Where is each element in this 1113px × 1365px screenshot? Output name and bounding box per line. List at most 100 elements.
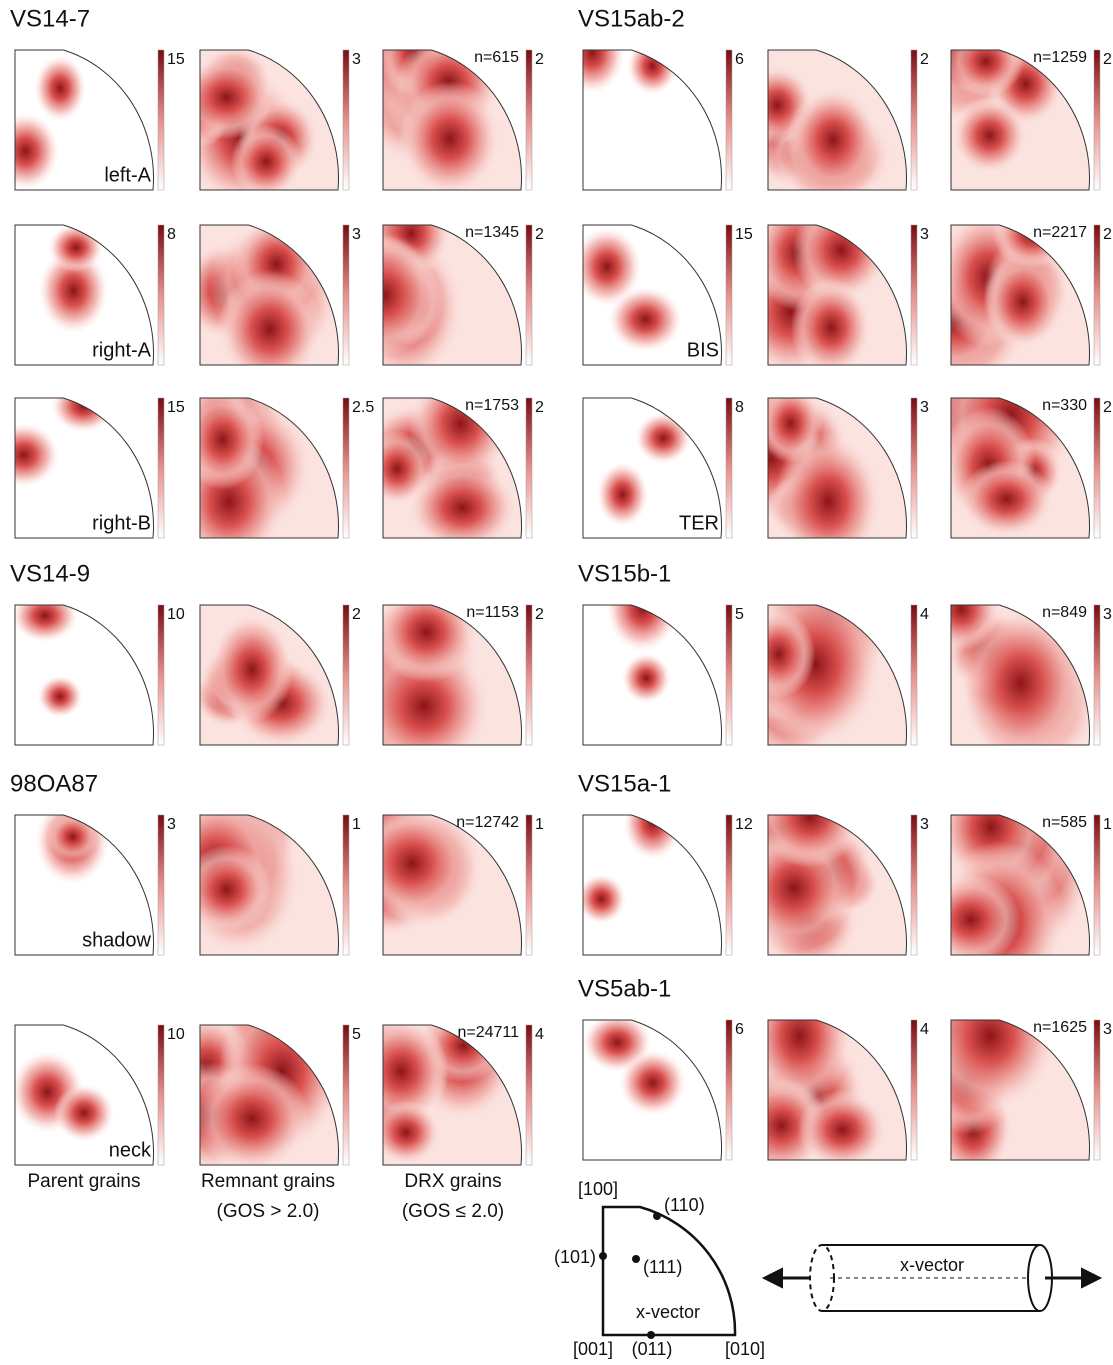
contour-blob bbox=[951, 50, 1024, 98]
contour-blob bbox=[383, 1099, 441, 1165]
pole-figure-outline bbox=[382, 604, 522, 746]
plot-row: 3 1 1 shadow n=12742 bbox=[14, 814, 544, 956]
key-label: (110) bbox=[664, 1195, 705, 1215]
colorbar-max: 2 bbox=[535, 399, 544, 416]
ipf-key: [100] (110) (101) (111) x-vector [001] (… bbox=[554, 1179, 765, 1359]
colorbar-max: 2 bbox=[920, 51, 929, 68]
colorbar bbox=[725, 49, 733, 191]
contour-blob bbox=[786, 86, 880, 190]
contour-blob bbox=[583, 50, 625, 94]
contour-blob bbox=[15, 112, 59, 190]
contour-blob bbox=[15, 605, 79, 643]
colorbar-max: 3 bbox=[1103, 1021, 1112, 1038]
n-label: n=24711 bbox=[457, 1024, 519, 1041]
colorbar bbox=[342, 814, 350, 956]
colorbar bbox=[525, 49, 533, 191]
colorbar bbox=[725, 224, 733, 366]
arrow-head bbox=[1081, 1267, 1103, 1289]
key-label: x-vector bbox=[636, 1302, 700, 1322]
colorbar-max: 1 bbox=[352, 816, 361, 833]
colorbar bbox=[1093, 814, 1101, 956]
pole-figure bbox=[951, 815, 1090, 955]
row-label: TER bbox=[679, 512, 719, 534]
contour-blob bbox=[200, 845, 272, 934]
colorbar-max: 2 bbox=[535, 51, 544, 68]
contour-blob bbox=[635, 412, 691, 464]
pole-figure-outline bbox=[767, 814, 907, 956]
colorbar-max: 4 bbox=[535, 1026, 544, 1043]
colorbar-max: 2.5 bbox=[352, 399, 374, 416]
pole-figure bbox=[768, 398, 906, 538]
colorbar-max: 10 bbox=[167, 1026, 185, 1043]
contour-blob bbox=[792, 225, 890, 302]
n-label: n=1753 bbox=[465, 397, 519, 414]
pole-figure bbox=[383, 225, 521, 365]
colorbar bbox=[725, 814, 733, 956]
plot-row: 6 2 2 n=1259 bbox=[582, 49, 1112, 191]
plot-row: 12 3 1 n=585 bbox=[582, 814, 1112, 956]
colorbar bbox=[157, 1024, 165, 1166]
contour-blob bbox=[958, 606, 1083, 745]
panel: 98OA87 3 1 1 shadow n=12742 10 5 4 neck n=24711 bbox=[10, 770, 544, 1166]
plot-row: 15 3 2 BIS n=2217 bbox=[582, 224, 1112, 366]
row-label: right-A bbox=[92, 339, 152, 361]
pole-figure-outline bbox=[767, 397, 907, 539]
pole-figure-outline bbox=[950, 604, 1090, 746]
contour-blob bbox=[406, 461, 518, 538]
colorbar bbox=[525, 604, 533, 746]
contour-blob bbox=[983, 254, 1062, 349]
panel-title: VS5ab-1 bbox=[578, 975, 671, 1002]
arrow-head bbox=[761, 1267, 783, 1289]
column-labels: Parent grains Remnant grains (GOS > 2.0)… bbox=[27, 1171, 504, 1222]
colorbar-max: 6 bbox=[735, 1021, 744, 1038]
colorbar bbox=[525, 224, 533, 366]
pole-figure bbox=[768, 225, 906, 365]
plot-row: 5 4 3 n=849 bbox=[582, 604, 1112, 746]
row-label: neck bbox=[109, 1139, 152, 1161]
pole-figure bbox=[768, 815, 906, 955]
key-label: (111) bbox=[643, 1257, 682, 1277]
pole-figure-outline bbox=[382, 1024, 522, 1166]
plot-row: 6 4 3 n=1625 bbox=[582, 1019, 1112, 1161]
pole-figure bbox=[383, 50, 521, 190]
plot-row: 10 2 2 n=1153 bbox=[14, 604, 544, 746]
pole-figure-outline bbox=[582, 604, 722, 746]
pole-figure-outline bbox=[382, 397, 522, 539]
pole-figure bbox=[951, 1020, 1089, 1160]
pole-figure bbox=[383, 398, 521, 538]
pole-figure-outline bbox=[582, 49, 722, 191]
panel-title: VS14-9 bbox=[10, 560, 90, 587]
colorbar-max: 2 bbox=[352, 606, 361, 623]
pole-figure-outline bbox=[582, 1019, 722, 1161]
contour-blob bbox=[951, 1020, 1059, 1113]
pole-figure-outline bbox=[382, 814, 522, 956]
column-label: DRX grains bbox=[404, 1171, 501, 1192]
contour-blob bbox=[47, 815, 99, 861]
colorbar-max: 3 bbox=[920, 226, 929, 243]
colorbar bbox=[157, 49, 165, 191]
contour-blob bbox=[408, 398, 513, 482]
contour-blob bbox=[619, 1050, 687, 1116]
colorbar bbox=[1093, 1019, 1101, 1161]
colorbar bbox=[342, 1024, 350, 1166]
colorbar-max: 8 bbox=[167, 226, 176, 243]
contour-blob bbox=[383, 233, 439, 357]
colorbar-max: 4 bbox=[920, 606, 929, 623]
contour-blob bbox=[583, 227, 642, 307]
colorbar bbox=[525, 1024, 533, 1166]
key-point bbox=[632, 1255, 640, 1263]
pole-figure bbox=[951, 398, 1089, 538]
pole-figure-outline bbox=[14, 814, 154, 956]
plot-row: 8 3 2 right-A n=1345 bbox=[14, 224, 544, 366]
colorbar bbox=[342, 224, 350, 366]
contour-blob bbox=[583, 873, 626, 925]
colorbar-max: 12 bbox=[735, 816, 753, 833]
pole-figure-outline bbox=[582, 814, 722, 956]
pole-figure bbox=[583, 605, 721, 745]
colorbar bbox=[1093, 224, 1101, 366]
key-label: (011) bbox=[632, 1339, 673, 1359]
pole-figure-outline bbox=[199, 224, 339, 366]
colorbar-max: 3 bbox=[352, 226, 361, 243]
contour-blob bbox=[768, 610, 816, 699]
